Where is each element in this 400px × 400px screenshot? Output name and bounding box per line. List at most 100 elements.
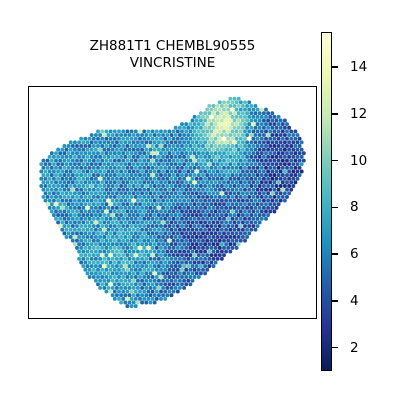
spot xyxy=(255,194,260,199)
spot xyxy=(96,194,100,199)
spot xyxy=(224,111,229,116)
spot xyxy=(138,180,142,185)
spot xyxy=(188,151,193,156)
spot xyxy=(87,165,92,170)
spot xyxy=(91,194,96,199)
spot xyxy=(196,158,201,163)
spot xyxy=(207,205,212,210)
spot xyxy=(175,216,180,221)
spot xyxy=(91,245,96,250)
spot xyxy=(127,293,132,298)
spot xyxy=(175,260,180,265)
spot xyxy=(62,216,67,221)
spot xyxy=(184,275,189,279)
spot xyxy=(154,165,159,170)
spot xyxy=(131,154,136,159)
colorbar-tick-mark xyxy=(332,159,338,162)
spot xyxy=(251,165,256,170)
spot xyxy=(133,209,138,214)
spot xyxy=(226,158,231,163)
spot xyxy=(177,235,182,239)
spot xyxy=(236,133,241,137)
spot xyxy=(211,235,216,239)
spot xyxy=(261,147,266,152)
spot xyxy=(188,216,193,221)
spot xyxy=(203,184,208,188)
spot xyxy=(146,158,151,163)
spot xyxy=(270,169,275,174)
spot xyxy=(215,103,220,108)
spot xyxy=(87,267,92,272)
spot xyxy=(264,114,268,119)
spot xyxy=(85,169,90,174)
spot xyxy=(146,289,151,294)
spot xyxy=(85,271,90,276)
spot xyxy=(91,151,96,156)
spot xyxy=(43,176,48,181)
spot xyxy=(228,154,233,159)
spot xyxy=(209,202,214,207)
spot xyxy=(159,202,163,207)
spot xyxy=(54,180,58,185)
spot xyxy=(114,264,119,269)
spot xyxy=(173,162,178,167)
spot xyxy=(299,154,304,159)
spot xyxy=(142,151,147,156)
spot xyxy=(102,235,107,239)
spot xyxy=(238,151,243,156)
spot xyxy=(182,133,187,137)
spot xyxy=(144,235,149,239)
spot xyxy=(255,165,260,170)
spot xyxy=(257,118,262,123)
spot xyxy=(89,235,94,239)
spot xyxy=(163,202,168,207)
spot xyxy=(188,275,193,279)
spot xyxy=(259,136,264,141)
spot xyxy=(85,205,90,210)
spot xyxy=(75,216,79,221)
spot xyxy=(77,140,82,145)
spot xyxy=(148,249,153,254)
spot xyxy=(54,209,58,214)
colorbar-tick-label: 4 xyxy=(350,292,359,309)
spot xyxy=(87,231,92,236)
spot xyxy=(211,169,216,174)
spot xyxy=(96,216,100,221)
spot xyxy=(226,238,231,243)
spot xyxy=(112,209,117,214)
spot xyxy=(87,144,92,148)
spot xyxy=(266,154,271,159)
spot xyxy=(257,147,262,152)
spot xyxy=(230,180,235,185)
spot xyxy=(150,253,155,258)
spot xyxy=(293,173,298,178)
spot xyxy=(123,227,128,232)
spot xyxy=(207,191,212,196)
spot xyxy=(247,136,252,141)
spot xyxy=(154,187,159,192)
spot xyxy=(222,202,226,207)
spot xyxy=(104,253,109,258)
spot xyxy=(112,260,117,265)
spot xyxy=(114,147,119,152)
spot xyxy=(140,300,145,305)
spot xyxy=(89,205,94,210)
spot xyxy=(156,293,161,298)
spot xyxy=(228,205,233,210)
spot xyxy=(215,205,220,210)
spot xyxy=(180,282,184,287)
spot xyxy=(66,173,71,178)
spot xyxy=(228,249,233,254)
spot xyxy=(232,162,237,167)
spot xyxy=(133,267,138,272)
spot xyxy=(228,235,233,239)
spot xyxy=(188,282,193,287)
spot xyxy=(205,114,210,119)
spot xyxy=(156,198,161,203)
spot xyxy=(257,198,262,203)
spot xyxy=(144,191,149,196)
spot xyxy=(226,216,231,221)
spot xyxy=(257,125,262,130)
spot xyxy=(251,224,256,228)
spot xyxy=(106,285,111,290)
